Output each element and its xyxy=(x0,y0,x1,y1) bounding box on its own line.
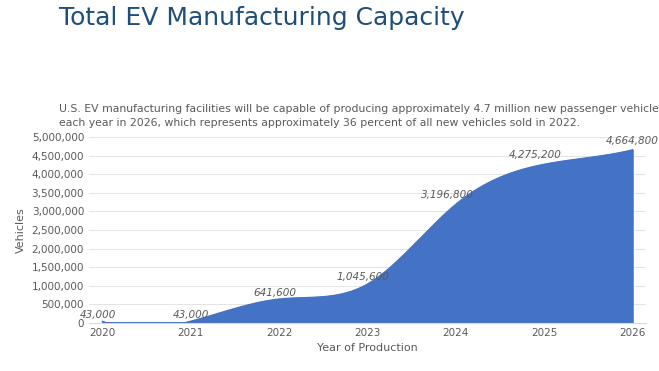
X-axis label: Year of Production: Year of Production xyxy=(317,343,418,353)
Text: 4,275,200: 4,275,200 xyxy=(509,151,561,160)
Text: 641,600: 641,600 xyxy=(253,288,296,298)
Text: 4,664,800: 4,664,800 xyxy=(606,136,659,146)
Text: Total EV Manufacturing Capacity: Total EV Manufacturing Capacity xyxy=(59,6,465,30)
Text: 43,000: 43,000 xyxy=(80,310,116,320)
Text: 1,045,600: 1,045,600 xyxy=(337,272,389,282)
Y-axis label: Vehicles: Vehicles xyxy=(16,207,26,253)
Text: 43,000: 43,000 xyxy=(173,310,209,320)
Text: U.S. EV manufacturing facilities will be capable of producing approximately 4.7 : U.S. EV manufacturing facilities will be… xyxy=(59,104,659,128)
Text: 3,196,800: 3,196,800 xyxy=(420,190,473,200)
